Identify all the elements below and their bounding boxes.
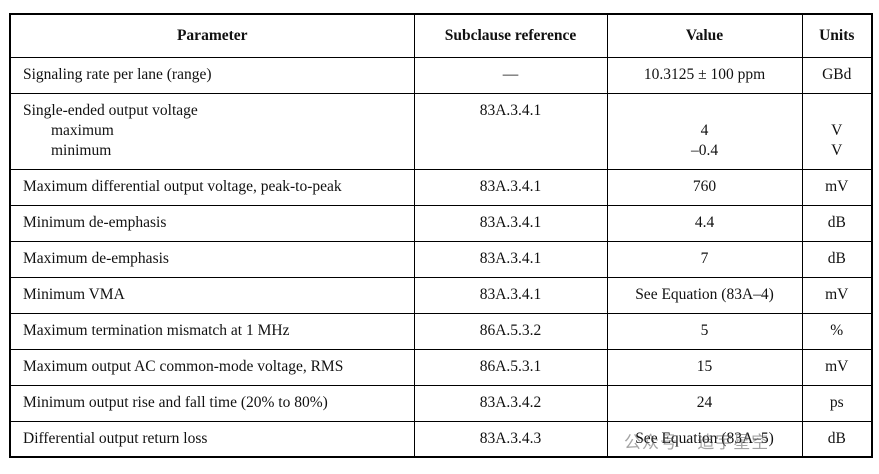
table-cell: Minimum VMA [9, 276, 415, 314]
cell-line: V [831, 141, 843, 159]
table-body: Signaling rate per lane (range) —10.3125 … [9, 56, 873, 458]
cell-line: –0.4 [690, 141, 719, 159]
table-cell: 83A.3.4.2 [413, 384, 608, 422]
table-row: Signaling rate per lane (range) —10.3125 … [9, 56, 873, 94]
table-cell: Minimum de-emphasis [9, 204, 415, 242]
table-row: Maximum termination mismatch at 1 MHz 86A… [9, 312, 873, 350]
cell-line: V [831, 121, 843, 139]
cell-line: maximum [51, 121, 114, 139]
cell-line: Single-ended output voltage [23, 101, 198, 119]
table-cell: See Equation (83A–4) [606, 276, 803, 314]
table-cell: 760 [606, 168, 803, 206]
table-cell: dB [801, 204, 873, 242]
table-cell: 83A.3.4.1 [413, 240, 608, 278]
table-cell: 5 [606, 312, 803, 350]
header-cell: Units [801, 13, 873, 58]
header-cell: Parameter [9, 13, 415, 58]
table-cell: dB [801, 240, 873, 278]
table-cell: 24 [606, 384, 803, 422]
table-cell: 83A.3.4.1 [413, 92, 608, 170]
spec-table: Parameter Subclause reference Value Units S… [9, 13, 873, 458]
watermark: 公众号 · 追宇星空 [624, 433, 770, 453]
table-row: Maximum de-emphasis 83A.3.4.1 7 dB [9, 240, 873, 278]
table-cell: 7 [606, 240, 803, 278]
table-row: Single-ended output voltage maximum minimu… [9, 92, 873, 170]
table-row: Minimum VMA 83A.3.4.1 See Equation (83A–4)… [9, 276, 873, 314]
table-cell: mV [801, 168, 873, 206]
table-cell: 86A.5.3.1 [413, 348, 608, 386]
table-row: Minimum de-emphasis 83A.3.4.1 4.4 dB [9, 204, 873, 242]
table-cell: Maximum termination mismatch at 1 MHz [9, 312, 415, 350]
table-cell: Maximum de-emphasis [9, 240, 415, 278]
table-cell: 15 [606, 348, 803, 386]
table-cell: mV [801, 348, 873, 386]
table-cell: 83A.3.4.1 [413, 204, 608, 242]
table-row: Maximum differential output voltage, pea… [9, 168, 873, 206]
table-row: Differential output return loss 83A.3.4.3… [9, 420, 873, 458]
header-cell: Value [606, 13, 803, 58]
table-cell: 86A.5.3.2 [413, 312, 608, 350]
header-row: Parameter Subclause reference Value Units [9, 13, 873, 58]
table-cell: Single-ended output voltage maximum minimu… [9, 92, 415, 170]
cell-line: minimum [51, 141, 112, 159]
cell-line: 4 [700, 121, 709, 139]
table-cell: 4 –0.4 [606, 92, 803, 170]
table-cell: GBd [801, 56, 873, 94]
table-cell: mV [801, 276, 873, 314]
table-cell: Signaling rate per lane (range) [9, 56, 415, 94]
table-cell: — [413, 56, 608, 94]
header-cell: Subclause reference [413, 13, 608, 58]
table-cell: 83A.3.4.1 [413, 168, 608, 206]
table-cell: ps [801, 384, 873, 422]
table-row: Minimum output rise and fall time (20% t… [9, 384, 873, 422]
table-cell: 10.3125 ± 100 ppm [606, 56, 803, 94]
table-cell: Minimum output rise and fall time (20% t… [9, 384, 415, 422]
table-cell: 83A.3.4.3 [413, 420, 608, 458]
table-cell: Maximum differential output voltage, pea… [9, 168, 415, 206]
table-cell: Differential output return loss [9, 420, 415, 458]
table-cell: 4.4 [606, 204, 803, 242]
table-cell: Maximum output AC common-mode voltage, R… [9, 348, 415, 386]
table-cell: % [801, 312, 873, 350]
table-row: Maximum output AC common-mode voltage, R… [9, 348, 873, 386]
table-cell: 83A.3.4.1 [413, 276, 608, 314]
table-cell: dB [801, 420, 873, 458]
